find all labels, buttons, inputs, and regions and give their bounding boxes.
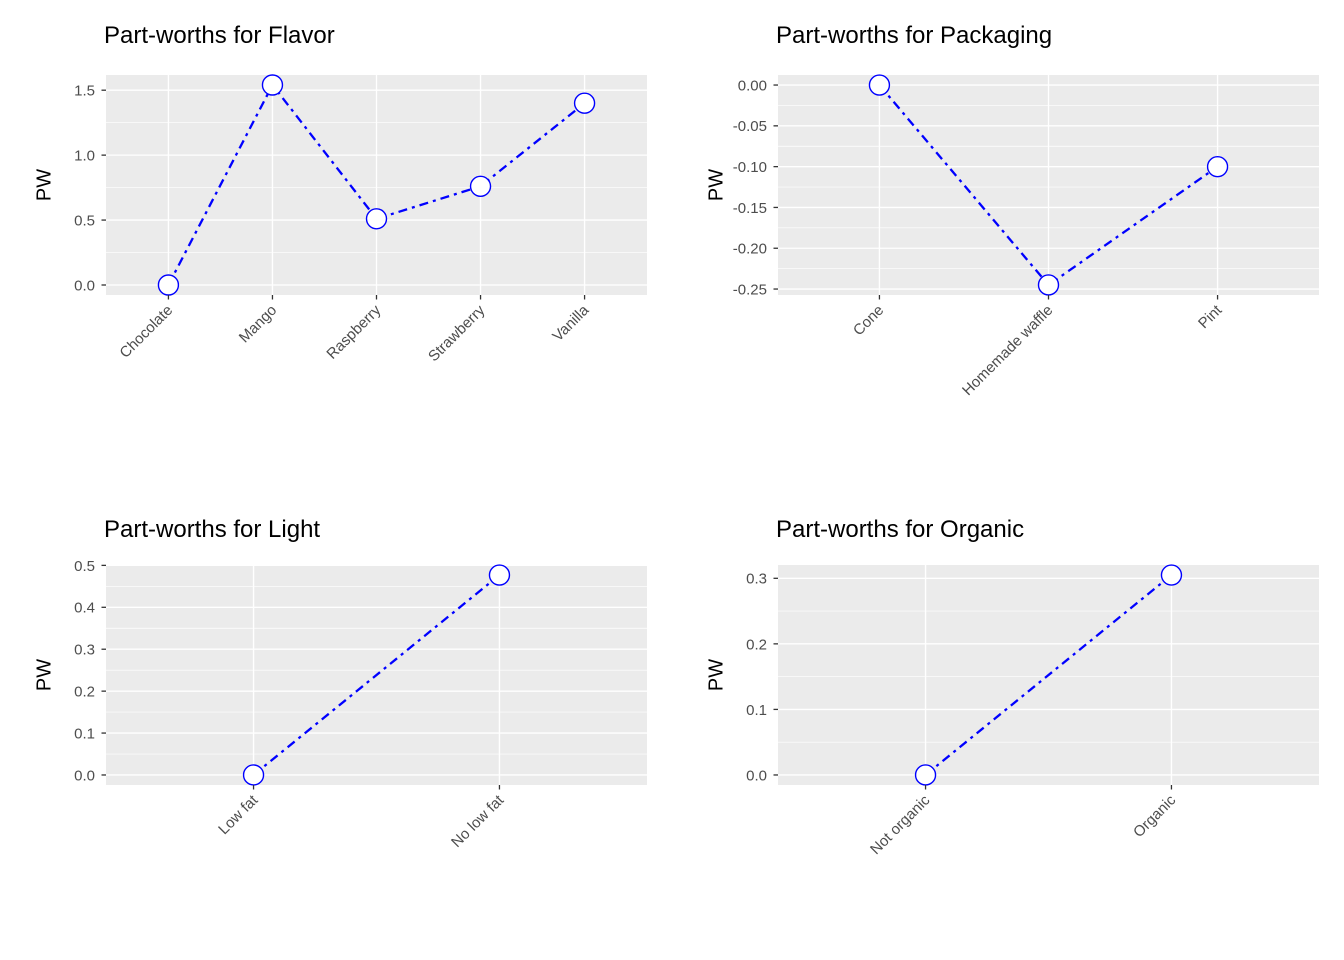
y-tick-label: 0.5 — [74, 212, 95, 229]
y-tick-label: -0.20 — [733, 241, 767, 258]
x-tick-label: Pint — [1195, 301, 1226, 332]
chart-organic: Part-worths for Organic PW 0.0 0.1 0.2 0.3 N… — [672, 480, 1344, 960]
data-point — [469, 175, 492, 197]
x-tick-label: Organic — [1130, 791, 1180, 841]
x-tick-label: Not organic — [867, 791, 934, 858]
y-tick-label: 0.3 — [746, 571, 767, 588]
y-tick-label: -0.10 — [733, 159, 767, 176]
data-point — [157, 274, 180, 296]
x-tick-label: Chocolate — [116, 302, 176, 362]
x-tick-label: Homemade waffle — [959, 302, 1056, 399]
y-tick-label: 1.5 — [74, 83, 95, 100]
chart-title: Part-worths for Packaging — [776, 22, 1053, 49]
y-tick-label: 0.1 — [74, 725, 95, 742]
light-plot-area: 0.0 0.1 0.2 0.3 0.4 0.5 Low fat No low fat — [74, 558, 647, 851]
y-tick-label: 0.3 — [74, 642, 95, 659]
data-point — [488, 564, 511, 586]
data-point — [1037, 274, 1060, 296]
y-tick-label: 0.1 — [746, 702, 767, 719]
y-tick-label: 0.0 — [746, 767, 767, 784]
data-point — [1206, 155, 1229, 178]
data-point — [868, 74, 891, 96]
y-tick-label: 0.4 — [74, 600, 95, 617]
x-tick-label: Cone — [850, 302, 887, 339]
x-tick-label: Strawberry — [425, 301, 489, 365]
chart-title: Part-worths for Organic — [776, 516, 1025, 543]
data-point — [1160, 564, 1183, 586]
series-line — [924, 574, 1173, 776]
data-point — [573, 92, 596, 114]
y-tick-label: 0.2 — [746, 636, 767, 653]
y-tick-label: 0.2 — [74, 684, 95, 701]
y-tick-label: 0.5 — [74, 558, 95, 575]
y-tick-label: 1.0 — [74, 148, 95, 165]
x-tick-label: Raspberry — [323, 301, 384, 362]
series-line — [252, 574, 501, 776]
x-tick-label: Mango — [236, 302, 280, 346]
data-point — [242, 764, 265, 786]
data-point — [261, 74, 284, 96]
data-point — [365, 208, 388, 230]
chart-title: Part-worths for Flavor — [104, 22, 335, 49]
packaging-plot-area: -0.25 -0.20 -0.15 -0.10 -0.05 0.00 Cone Homemad… — [733, 74, 1319, 399]
y-tick-label: 0.0 — [74, 277, 95, 294]
chart-packaging: Part-worths for Packaging PW -0.25 -0.20-… — [672, 0, 1344, 480]
x-tick-label: Low fat — [215, 791, 262, 838]
data-point — [914, 764, 937, 786]
organic-plot-area: 0.0 0.1 0.2 0.3 Not organic Organic — [746, 564, 1319, 858]
flavor-plot-area: 0.0 0.5 1.0 1.5 Chocolate Mango Raspberry Straw… — [74, 74, 647, 365]
y-tick-label: -0.05 — [733, 118, 767, 135]
x-tick-label: No low fat — [448, 791, 508, 851]
y-tick-label: 0.0 — [74, 767, 95, 784]
y-tick-label: -0.25 — [733, 281, 767, 298]
x-tick-label: Vanilla — [549, 301, 593, 345]
y-tick-label: -0.15 — [733, 200, 767, 217]
series-line — [878, 84, 1219, 287]
y-tick-label: 0.00 — [738, 77, 767, 94]
chart-title: Part-worths for Light — [104, 516, 321, 543]
chart-light: Part-worths for Light PW 0.0 0.1 0.2 0.3 0.4… — [0, 480, 672, 960]
chart-flavor: Part-worths for Flavor PW 0.0 0.5 1.0 1.5 Ch… — [0, 0, 672, 480]
